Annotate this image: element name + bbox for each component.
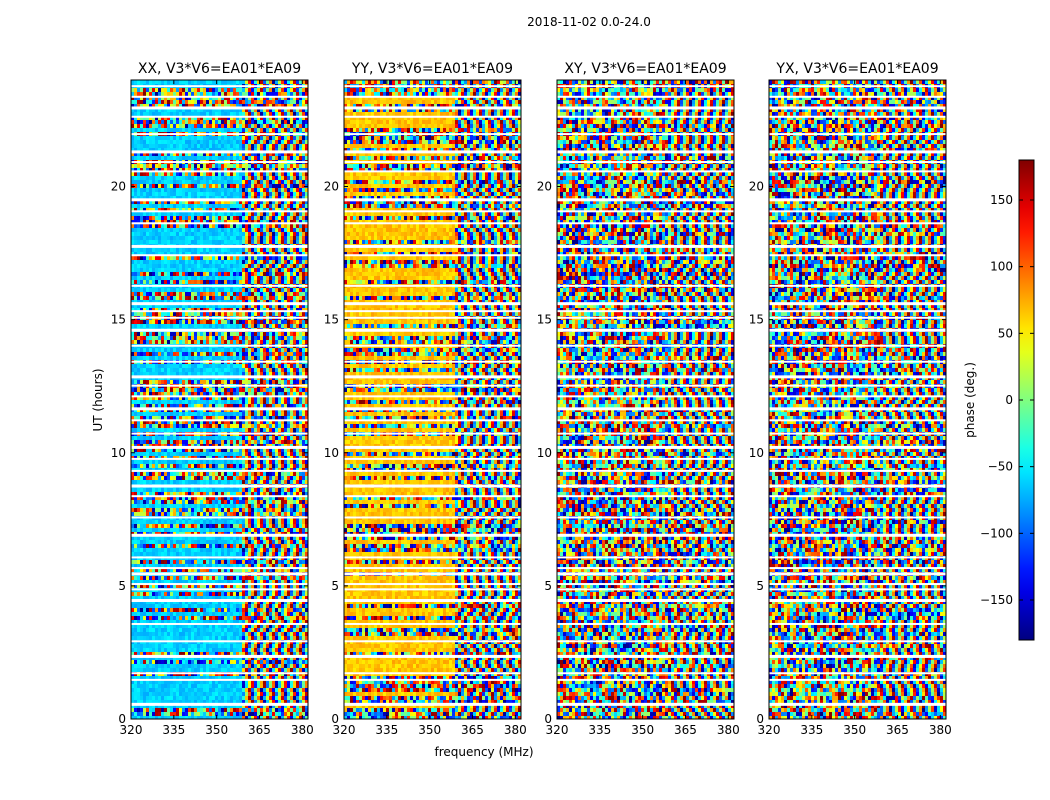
x-tick-label: 320 xyxy=(333,723,356,737)
x-tick-label: 335 xyxy=(162,723,185,737)
y-tick-label: 20 xyxy=(111,180,126,194)
y-tick-label: 20 xyxy=(537,180,552,194)
panel-title: YY, V3*V6=EA01*EA09 xyxy=(351,61,513,77)
panel-frame xyxy=(556,79,735,720)
y-tick-label: 5 xyxy=(118,579,126,593)
y-axis-label: UT (hours) xyxy=(91,368,105,431)
panel-xy: XY, V3*V6=EA01*EA09 320 335 350 365 380 0 5 10 15… xyxy=(537,61,740,737)
panel-yy: YY, V3*V6=EA01*EA09 320 335 350 365 380 0 5 10 15… xyxy=(324,61,527,737)
y-tick-label: 5 xyxy=(331,579,339,593)
panel-title: XX, V3*V6=EA01*EA09 xyxy=(138,61,301,77)
x-tick-label: 335 xyxy=(588,723,611,737)
x-tick-label: 365 xyxy=(248,723,271,737)
colorbar-tick-label: 150 xyxy=(990,193,1013,207)
colorbar-label: phase (deg.) xyxy=(963,362,977,438)
x-tick-label: 380 xyxy=(291,723,314,737)
panel-xx: XX, V3*V6=EA01*EA09 320 335 350 365 380 0 5 10 15… xyxy=(111,61,314,737)
colorbar-tick-label: −100 xyxy=(980,526,1013,540)
x-tick-label: 320 xyxy=(120,723,143,737)
x-tick-label: 365 xyxy=(461,723,484,737)
y-tick-label: 0 xyxy=(756,712,764,726)
colorbar-tick-label: 0 xyxy=(1005,393,1013,407)
x-tick-label: 380 xyxy=(717,723,740,737)
y-tick-label: 0 xyxy=(544,712,552,726)
colorbar-tick-label: −150 xyxy=(980,593,1013,607)
y-tick-label: 10 xyxy=(749,446,764,460)
colorbar: 150 100 50 0 −50 −100 −150 xyxy=(980,159,1035,641)
phase-image xyxy=(769,80,946,719)
y-tick-label: 10 xyxy=(324,446,339,460)
x-tick-label: 365 xyxy=(674,723,697,737)
phase-image xyxy=(131,80,308,719)
colorbar-tick-label: 100 xyxy=(990,260,1013,274)
phase-image xyxy=(344,80,521,719)
y-tick-label: 20 xyxy=(749,180,764,194)
y-tick-label: 15 xyxy=(537,313,552,327)
y-tick-label: 5 xyxy=(756,579,764,593)
panel-title: XY, V3*V6=EA01*EA09 xyxy=(564,61,726,77)
figure-title: 2018-11-02 0.0-24.0 xyxy=(527,15,651,29)
x-tick-label: 320 xyxy=(758,723,781,737)
y-tick-label: 20 xyxy=(324,180,339,194)
x-tick-label: 350 xyxy=(418,723,441,737)
x-tick-label: 350 xyxy=(205,723,228,737)
x-tick-label: 320 xyxy=(546,723,569,737)
panels: XX, V3*V6=EA01*EA09 320 335 350 365 380 0 5 10 15… xyxy=(111,61,952,737)
y-tick-label: 15 xyxy=(324,313,339,327)
panel-frame xyxy=(768,79,947,720)
x-axis-label: frequency (MHz) xyxy=(434,745,533,759)
colorbar-tick-label: −50 xyxy=(988,460,1013,474)
panel-frame xyxy=(343,79,522,720)
phase-image xyxy=(557,80,734,719)
panel-title: YX, V3*V6=EA01*EA09 xyxy=(775,61,938,77)
y-tick-label: 0 xyxy=(331,712,339,726)
panel-frame xyxy=(130,79,309,720)
x-tick-label: 380 xyxy=(504,723,527,737)
y-tick-label: 10 xyxy=(111,446,126,460)
y-tick-label: 10 xyxy=(537,446,552,460)
x-tick-label: 350 xyxy=(843,723,866,737)
y-tick-label: 15 xyxy=(749,313,764,327)
x-tick-label: 380 xyxy=(929,723,952,737)
y-tick-label: 15 xyxy=(111,313,126,327)
panel-yx: YX, V3*V6=EA01*EA09 320 335 350 365 380 0 5 10 15… xyxy=(749,61,952,737)
colorbar-tick-label: 50 xyxy=(998,326,1013,340)
x-tick-label: 335 xyxy=(375,723,398,737)
x-tick-label: 335 xyxy=(800,723,823,737)
x-tick-label: 350 xyxy=(631,723,654,737)
y-tick-label: 0 xyxy=(118,712,126,726)
y-tick-label: 5 xyxy=(544,579,552,593)
x-tick-label: 365 xyxy=(886,723,909,737)
